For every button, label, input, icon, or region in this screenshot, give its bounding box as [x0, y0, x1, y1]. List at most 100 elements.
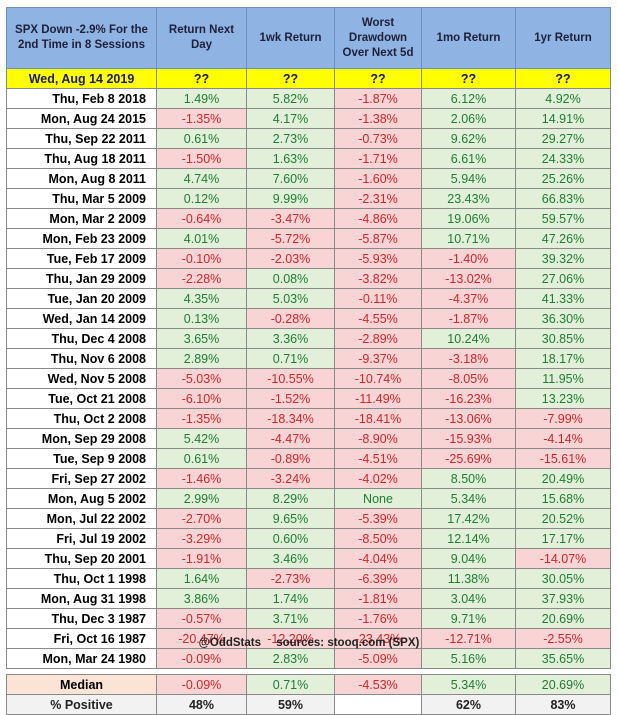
table-row-value: -11.49% — [334, 388, 422, 409]
table-row-value: 4.01% — [156, 228, 247, 249]
table-row: Wed, Nov 5 2008 -5.03% -10.55% -10.74% -8.05… — [6, 368, 611, 389]
table-row-value: 25.26% — [515, 168, 611, 189]
table-row-label: Thu, Jan 29 2009 — [6, 268, 157, 289]
table-row-value: -1.76% — [334, 608, 422, 629]
table-row-value: -10.55% — [246, 368, 335, 389]
today-value: ?? — [421, 68, 516, 89]
table-row-value: None — [334, 488, 422, 509]
table-row-value: -4.37% — [421, 288, 516, 309]
header-title: SPX Down -2.9% For the 2nd Time in 8 Ses… — [6, 7, 157, 69]
median-row-value: 20.69% — [515, 674, 611, 695]
table-row-value: -2.31% — [334, 188, 422, 209]
table-row-value: -0.10% — [156, 248, 247, 269]
table-row-value: 7.60% — [246, 168, 335, 189]
table-row-value: -1.91% — [156, 548, 247, 569]
table-row: Tue, Oct 21 2008 -6.10% -1.52% -11.49% -16.2… — [6, 388, 611, 409]
table-row: Tue, Jan 20 2009 4.35% 5.03% -0.11% -4.37% 41… — [6, 288, 611, 309]
table-row-value: 3.46% — [246, 548, 335, 569]
table-row: Mon, Aug 31 1998 3.86% 1.74% -1.81% 3.04% 37.… — [6, 588, 611, 609]
table-row-value: -1.40% — [421, 248, 516, 269]
returns-table-container: SPX Down -2.9% For the 2nd Time in 8 Ses… — [6, 7, 611, 715]
table-row-value: 9.62% — [421, 128, 516, 149]
table-row-value: 9.71% — [421, 608, 516, 629]
table-row-value: 6.12% — [421, 88, 516, 109]
table-row-label: Thu, Dec 3 1987 — [6, 608, 157, 629]
table-row-value: 9.65% — [246, 508, 335, 529]
table-row-value: -7.99% — [515, 408, 611, 429]
table-row-label: Mon, Feb 23 2009 — [6, 228, 157, 249]
table-row-value: 1.64% — [156, 568, 247, 589]
table-row-label: Thu, Oct 1 1998 — [6, 568, 157, 589]
table-row-value: -3.47% — [246, 208, 335, 229]
table-row: Fri, Oct 16 1987 -20.47% -12.20% -23.43% -12… — [6, 628, 611, 649]
table-row: Thu, Mar 5 2009 0.12% 9.99% -2.31% 23.43% 66.… — [6, 188, 611, 209]
table-row: Fri, Jul 19 2002 -3.29% 0.60% -8.50% 12.14% 1… — [6, 528, 611, 549]
table-row-label: Mon, Mar 24 1980 — [6, 648, 157, 669]
today-value: ?? — [334, 68, 422, 89]
table-row-value: -8.90% — [334, 428, 422, 449]
table-row-value: 9.04% — [421, 548, 516, 569]
table-row-value: -1.60% — [334, 168, 422, 189]
table-row-value: -3.18% — [421, 348, 516, 369]
table-row-value: 5.03% — [246, 288, 335, 309]
table-body: Wed, Aug 14 2019 ?? ?? ?? ?? ?? Thu, Feb… — [6, 68, 611, 715]
table-row-value: 35.65% — [515, 648, 611, 669]
table-row-value: -4.47% — [246, 428, 335, 449]
table-row-value: -0.28% — [246, 308, 335, 329]
table-row-label: Thu, Sep 20 2001 — [6, 548, 157, 569]
table-row-value: -3.24% — [246, 468, 335, 489]
table-row: Mon, Aug 8 2011 4.74% 7.60% -1.60% 5.94% 25.2… — [6, 168, 611, 189]
table-row-value: 3.65% — [156, 328, 247, 349]
table-row-value: 4.74% — [156, 168, 247, 189]
table-row-label: Thu, Nov 6 2008 — [6, 348, 157, 369]
table-row-value: 19.06% — [421, 208, 516, 229]
table-row: Mon, Mar 24 1980 -0.09% 2.83% -5.09% 5.16% 35… — [6, 648, 611, 669]
table-row-label: Mon, Mar 2 2009 — [6, 208, 157, 229]
table-row-value: -3.29% — [156, 528, 247, 549]
percent-positive-row-value — [334, 694, 422, 715]
percent-positive-row-value: 62% — [421, 694, 516, 715]
table-row-label: Mon, Aug 24 2015 — [6, 108, 157, 129]
table-row: Mon, Feb 23 2009 4.01% -5.72% -5.87% 10.71% 4… — [6, 228, 611, 249]
table-row-value: -1.52% — [246, 388, 335, 409]
table-row-value: -4.55% — [334, 308, 422, 329]
header-1yr: 1yr Return — [515, 7, 611, 69]
table-row-value: 0.12% — [156, 188, 247, 209]
table-row-value: 18.17% — [515, 348, 611, 369]
header-next-day: Return Next Day — [156, 7, 247, 69]
median-row-value: 5.34% — [421, 674, 516, 695]
table-row-value: 5.16% — [421, 648, 516, 669]
table-row-label: Wed, Nov 5 2008 — [6, 368, 157, 389]
table-row: Thu, Aug 18 2011 -1.50% 1.63% -1.71% 6.61% 24… — [6, 148, 611, 169]
table-row-value: 30.85% — [515, 328, 611, 349]
table-row-value: -25.69% — [421, 448, 516, 469]
table-row-value: 37.93% — [515, 588, 611, 609]
table-row-value: 0.61% — [156, 128, 247, 149]
table-row-value: 29.27% — [515, 128, 611, 149]
table-row-value: -3.82% — [334, 268, 422, 289]
table-row-value: -5.93% — [334, 248, 422, 269]
table-row-value: 20.69% — [515, 608, 611, 629]
table-row: Fri, Sep 27 2002 -1.46% -3.24% -4.02% 8.50% 2… — [6, 468, 611, 489]
footer-handle: @OddStats — [198, 637, 261, 649]
table-row-label: Tue, Sep 9 2008 — [6, 448, 157, 469]
table-row-value: 15.68% — [515, 488, 611, 509]
table-row-value: 41.33% — [515, 288, 611, 309]
table-row-value: -4.02% — [334, 468, 422, 489]
table-row-value: 3.36% — [246, 328, 335, 349]
today-value: ?? — [156, 68, 247, 89]
table-row-value: -1.46% — [156, 468, 247, 489]
table-row: Thu, Oct 2 2008 -1.35% -18.34% -18.41% -13.0… — [6, 408, 611, 429]
table-row: Mon, Jul 22 2002 -2.70% 9.65% -5.39% 17.42% 2… — [6, 508, 611, 529]
table-row-label: Mon, Aug 31 1998 — [6, 588, 157, 609]
table-row-value: 0.71% — [246, 348, 335, 369]
table-row-value: 8.50% — [421, 468, 516, 489]
table-row-value: -20.47% — [156, 628, 247, 649]
table-row-value: -18.34% — [246, 408, 335, 429]
median-row-label: Median — [6, 674, 157, 695]
table-row-value: 2.83% — [246, 648, 335, 669]
header-worst-drawdown: Worst Drawdown Over Next 5d — [334, 7, 422, 69]
table-row-value: 13.23% — [515, 388, 611, 409]
table-row-value: 27.06% — [515, 268, 611, 289]
table-row-value: -2.70% — [156, 508, 247, 529]
